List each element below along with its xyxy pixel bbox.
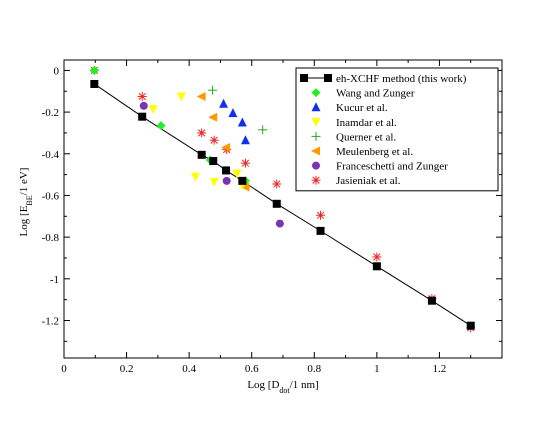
point-jasieniak-et-al (197, 128, 207, 138)
point-kucur-et-al (228, 108, 238, 118)
legend-entry-eh-xchf-method-this-work: eh-XCHF method (this work) (300, 73, 467, 85)
point-meulenberg-et-al (208, 112, 218, 122)
legend-entry-querner-et-al: Querner et al. (311, 131, 396, 143)
point-eh-xchf-method-this-work (316, 226, 325, 235)
point-querner-et-al (258, 125, 268, 135)
y-axis-label-tail: /1 eV] (18, 168, 30, 196)
point-eh-xchf-method-this-work (138, 112, 147, 121)
legend-label-kucur-et-al: Kucur et al. (336, 102, 388, 114)
point-jasieniak-et-al (209, 135, 219, 145)
legend-marker-franceschetti-and-zunger (312, 161, 320, 170)
legend-label-inamdar-et-al: Inamdar et al. (336, 117, 397, 129)
legend-entry-jasieniak-et-al: Jasieniak et al. (311, 175, 401, 187)
point-eh-xchf-method-this-work (466, 321, 475, 330)
point-kucur-et-al (237, 117, 247, 127)
point-eh-xchf-method-this-work (197, 150, 206, 159)
x-tick-label: 1 (374, 363, 380, 375)
y-tick-label: -0.6 (42, 190, 60, 202)
legend-marker-querner-et-al (311, 131, 321, 141)
point-eh-xchf-method-this-work (222, 166, 231, 175)
x-axis-label-main: Log [D (247, 379, 279, 391)
x-tick-label: 0.8 (307, 363, 321, 375)
legend-entry-kucur-et-al: Kucur et al. (311, 102, 388, 114)
point-meulenberg-et-al (196, 91, 206, 101)
legend-marker-eh-xchf-method-this-work (324, 74, 332, 82)
y-tick-label: -1 (50, 274, 59, 286)
point-eh-xchf-method-this-work (427, 296, 436, 305)
point-franceschetti-and-zunger (139, 101, 148, 110)
point-eh-xchf-method-this-work (238, 176, 247, 185)
point-franceschetti-and-zunger (222, 176, 231, 185)
x-tick-label: 1.2 (433, 363, 447, 375)
point-eh-xchf-method-this-work (209, 157, 218, 166)
legend-entry-inamdar-et-al: Inamdar et al. (311, 117, 397, 129)
point-jasieniak-et-al (316, 210, 326, 220)
point-inamdar-et-al (148, 104, 158, 114)
legend-marker-inamdar-et-al (311, 117, 321, 127)
legend-marker-kucur-et-al (311, 102, 321, 112)
legend-marker-jasieniak-et-al (311, 175, 321, 185)
point-inamdar-et-al (232, 169, 242, 179)
legend-entry-meulenberg-et-al: Meulenberg et al. (311, 146, 413, 158)
point-jasieniak-et-al (272, 179, 282, 189)
legend-entry-wang-and-zunger: Wang and Zunger (311, 88, 415, 100)
y-tick-label: -0.4 (42, 149, 60, 161)
legend-label-querner-et-al: Querner et al. (336, 131, 396, 143)
x-axis-label-sub: dot (279, 386, 290, 395)
point-inamdar-et-al (190, 172, 200, 182)
legend: eh-XCHF method (this work) Wang and Zunge… (295, 67, 499, 192)
y-tick-label: -1.2 (42, 315, 59, 327)
legend-box (295, 67, 499, 192)
point-meulenberg-et-al (221, 143, 231, 153)
point-jasieniak-et-al (372, 252, 382, 262)
legend-marker-eh-xchf-method-this-work (300, 74, 308, 82)
point-eh-xchf-method-this-work (272, 199, 281, 208)
legend-label-meulenberg-et-al: Meulenberg et al. (336, 146, 413, 158)
y-tick-label: 0 (54, 65, 60, 77)
legend-label-wang-and-zunger: Wang and Zunger (336, 88, 415, 100)
legend-entry-franceschetti-and-zunger: Franceschetti and Zunger (312, 161, 448, 173)
x-tick-label: 0.2 (120, 363, 134, 375)
y-axis-label-sub: BE (25, 195, 34, 205)
point-eh-xchf-method-this-work (90, 79, 99, 88)
y-axis-label-main: Log [E (18, 205, 30, 236)
point-wang-and-zunger (156, 121, 166, 131)
x-tick-label: 0.4 (182, 363, 196, 375)
point-jasieniak-et-al (240, 158, 250, 168)
point-eh-xchf-method-this-work (372, 262, 381, 271)
legend-label-franceschetti-and-zunger: Franceschetti and Zunger (336, 161, 448, 173)
point-inamdar-et-al (176, 92, 186, 102)
legend-marker-wang-and-zunger (311, 88, 321, 98)
legend-marker-meulenberg-et-al (311, 146, 320, 156)
y-axis-label: Log [EBE/1 eV] (18, 168, 34, 237)
point-kucur-et-al (240, 135, 250, 145)
point-inamdar-et-al (209, 177, 219, 187)
y-tick-label: -0.8 (42, 232, 60, 244)
point-meulenberg-et-al (240, 182, 250, 192)
data-marks (89, 65, 476, 333)
x-tick-label: 0 (61, 363, 67, 375)
point-franceschetti-and-zunger (275, 219, 284, 228)
x-tick-label: 0.6 (245, 363, 259, 375)
point-jasieniak-et-al (137, 91, 147, 101)
y-tick-label: -0.2 (42, 107, 59, 119)
x-axis-label-tail: /1 nm] (290, 379, 319, 391)
point-kucur-et-al (219, 98, 229, 108)
legend-label-jasieniak-et-al: Jasieniak et al. (336, 175, 401, 187)
legend-label-eh-xchf-method-this-work: eh-XCHF method (this work) (336, 73, 467, 85)
axis-ticks: 0 0.2 0.4 0.6 0.8 1 1.2 0 -0.2 -0.4 -0.6 -0.8 -1 -1.2 (42, 60, 502, 375)
point-wang-and-zunger (89, 65, 99, 75)
point-querner-et-al (208, 85, 218, 95)
x-axis-label: Log [Ddot/1 nm] (247, 379, 318, 395)
